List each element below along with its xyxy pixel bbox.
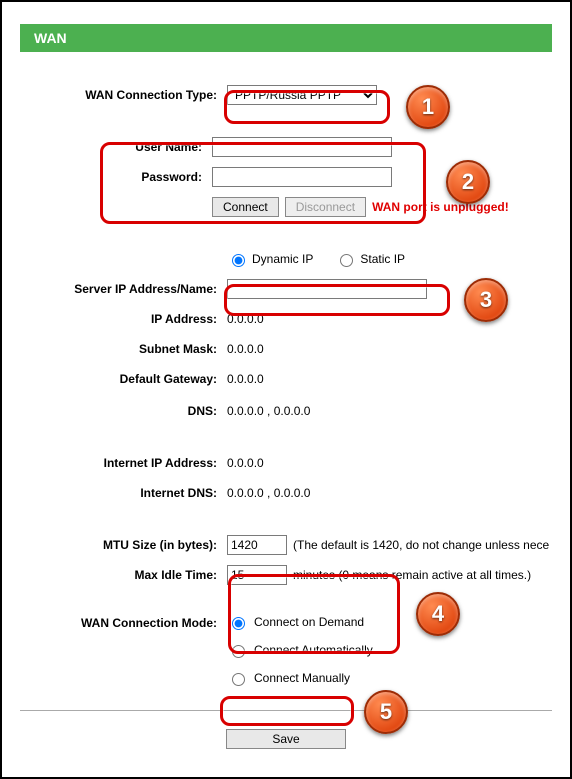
connect-button[interactable]: Connect xyxy=(212,197,279,217)
username-input[interactable] xyxy=(212,137,392,157)
gw-value: 0.0.0.0 xyxy=(227,372,264,386)
mask-label: Subnet Mask: xyxy=(2,342,227,356)
idle-label: Max Idle Time: xyxy=(2,568,227,582)
ip-mode-group: Dynamic IP Static IP xyxy=(227,251,570,267)
router-wan-page: WAN WAN Connection Type: Dynamic IPStati… xyxy=(0,0,572,779)
wan-warning: WAN port is unplugged! xyxy=(372,200,509,214)
iip-label: Internet IP Address: xyxy=(2,456,227,470)
conn-type-select[interactable]: Dynamic IPStatic IPPPPoE/Russia PPPoEPPT… xyxy=(227,85,377,105)
idle-input[interactable] xyxy=(227,565,287,585)
mode-auto-radio[interactable]: Connect Automatically xyxy=(227,642,373,658)
mode-demand-radio[interactable]: Connect on Demand xyxy=(227,614,364,630)
dynamic-ip-radio[interactable]: Dynamic IP xyxy=(227,251,313,267)
mode-manual-radio[interactable]: Connect Manually xyxy=(227,670,350,686)
mtu-label: MTU Size (in bytes): xyxy=(2,538,227,552)
server-label: Server IP Address/Name: xyxy=(2,282,227,296)
iip-value: 0.0.0.0 xyxy=(227,456,264,470)
password-label: Password: xyxy=(2,170,212,184)
mtu-hint: (The default is 1420, do not change unle… xyxy=(293,538,549,552)
idle-hint: minutes (0 means remain active at all ti… xyxy=(293,568,531,582)
conn-type-label: WAN Connection Type: xyxy=(2,88,227,102)
save-button[interactable]: Save xyxy=(226,729,346,749)
form-content: WAN Connection Type: Dynamic IPStatic IP… xyxy=(2,52,570,749)
username-label: User Name: xyxy=(2,140,212,154)
password-input[interactable] xyxy=(212,167,392,187)
dns-label: DNS: xyxy=(2,404,227,418)
ip-label: IP Address: xyxy=(2,312,227,326)
gw-label: Default Gateway: xyxy=(2,372,227,386)
separator xyxy=(20,710,552,711)
mask-value: 0.0.0.0 xyxy=(227,342,264,356)
mode-label: WAN Connection Mode: xyxy=(2,614,227,630)
idns-label: Internet DNS: xyxy=(2,486,227,500)
static-ip-radio[interactable]: Static IP xyxy=(335,251,405,267)
mtu-input[interactable] xyxy=(227,535,287,555)
idns-value: 0.0.0.0 , 0.0.0.0 xyxy=(227,486,310,500)
mode-group: Connect on Demand Connect Automatically … xyxy=(227,614,570,692)
server-input[interactable] xyxy=(227,279,427,299)
disconnect-button: Disconnect xyxy=(285,197,366,217)
page-title: WAN xyxy=(20,24,552,52)
dns-value: 0.0.0.0 , 0.0.0.0 xyxy=(227,404,310,418)
ip-value: 0.0.0.0 xyxy=(227,312,264,326)
